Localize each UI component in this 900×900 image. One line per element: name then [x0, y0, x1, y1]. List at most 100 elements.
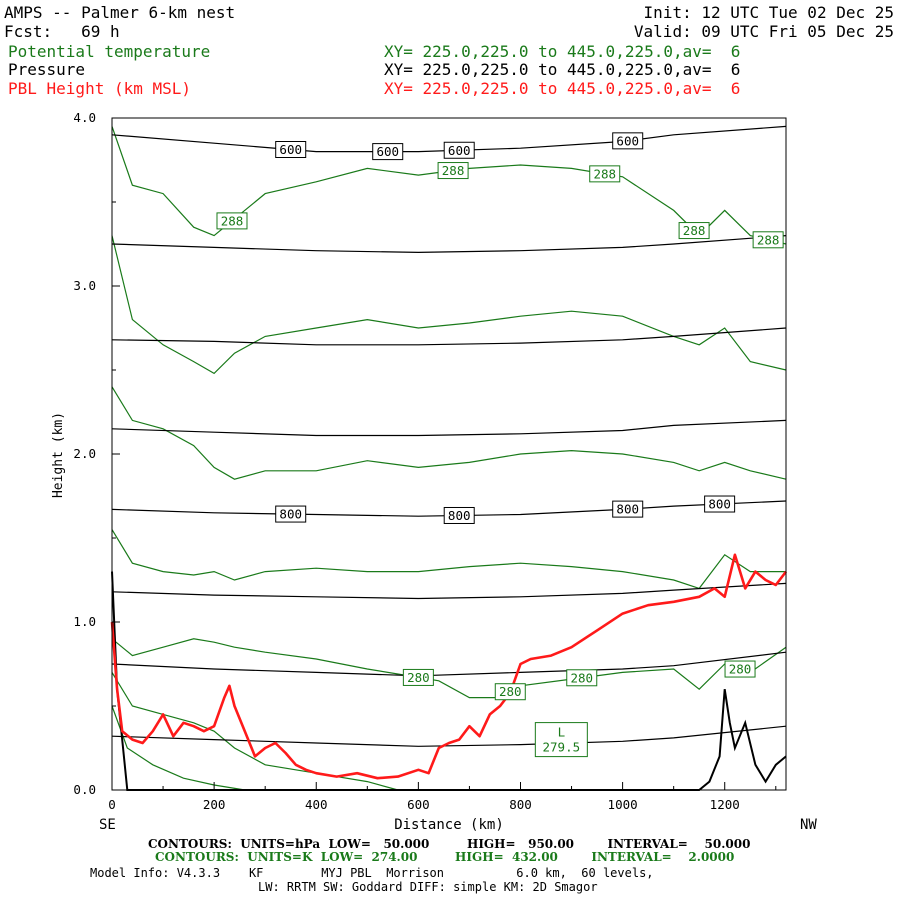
pressure-label-600-text: 600 [448, 143, 471, 158]
theta-label-288-text: 288 [593, 166, 616, 181]
pbl-height [110, 553, 788, 780]
theta-minimum-box [534, 722, 588, 758]
theta-label-288-text: 288 [221, 213, 244, 228]
theta-contour-line [111, 638, 787, 699]
field-pressure-xy: XY= 225.0,225.0 to 445.0,225.0,av= 6 [384, 60, 741, 79]
y-tick-label: 0.0 [73, 782, 96, 797]
theta-label-280-text: 280 [570, 670, 593, 685]
title-line1: AMPS -- Palmer 6-km nest [4, 3, 236, 22]
valid-time: Valid: 09 UTC Fri 05 Dec 25 [633, 22, 894, 41]
pressure-label-800: 800 [443, 506, 475, 524]
theta-label-280-box [494, 683, 526, 701]
theta-label-288: 288 [589, 165, 621, 183]
field-theta-xy: XY= 225.0,225.0 to 445.0,225.0,av= 6 [384, 42, 741, 61]
footer-pressure-contours: CONTOURS: UNITS=hPa LOW= 50.000 HIGH= 95… [148, 837, 751, 851]
theta-label-288: 288 [216, 212, 248, 230]
pressure-label-800-box [704, 495, 736, 513]
pressure-contour-650 [111, 235, 787, 254]
footer-model-info: Model Info: V4.3.3 KF MYJ PBL Morrison 6… [90, 866, 654, 880]
theta-label-280-box [402, 668, 434, 686]
y-tick-label: 3.0 [73, 278, 96, 293]
theta-label-280-box [566, 669, 598, 687]
terrain-line [111, 571, 787, 791]
pressure-label-800-text: 800 [616, 502, 639, 517]
theta-label-280-text: 280 [729, 662, 752, 677]
init-time: Init: 12 UTC Tue 02 Dec 25 [643, 3, 894, 22]
pressure-contour-950 [111, 725, 787, 747]
field-pbl-name: PBL Height (km MSL) [8, 79, 192, 98]
field-pressure-name: Pressure [8, 60, 86, 79]
theta-label-280: 280 [402, 668, 434, 686]
pressure-label-600-box [275, 141, 307, 158]
axes: 0 200 400 600 800 1000 1200 0.0 1.0 2.0 3.0 4.0 [73, 110, 777, 812]
theta-label-280: 280 [724, 660, 756, 678]
theta-label-280-text: 280 [499, 684, 522, 699]
y-axis-label: Height (km) [51, 412, 66, 498]
pressure-label-600-box [612, 132, 644, 150]
pressure-label-600: 600 [275, 141, 307, 158]
pressure-label-600: 600 [443, 141, 475, 159]
theta-contour-line [111, 386, 787, 480]
pressure-label-800: 800 [275, 505, 307, 523]
right-end-label: NW [800, 817, 817, 833]
theta-label-288: 288 [752, 231, 784, 249]
pressure-label-800-text: 800 [448, 508, 471, 523]
pressure-label-600-box [372, 143, 404, 161]
theta-label-288-text: 288 [442, 163, 465, 178]
theta-contour-line [111, 705, 245, 791]
pressure-label-600-box [443, 141, 475, 159]
x-tick-label: 400 [305, 797, 328, 812]
forecast-hour: Fcst: 69 h [4, 22, 120, 41]
theta-label-288-box [216, 212, 248, 230]
pressure-label-800: 800 [704, 495, 736, 513]
theta-label-280: 280 [494, 683, 526, 701]
pressure-label-600-text: 600 [376, 144, 399, 159]
pressure-label-800-text: 800 [708, 497, 731, 512]
x-tick-label: 800 [509, 797, 532, 812]
x-tick-label: 600 [407, 797, 430, 812]
pressure-contour-900 [111, 651, 787, 677]
pressure-label-600-text: 600 [616, 133, 639, 148]
terrain [111, 571, 787, 791]
footer-physics: LW: RRTM SW: Goddard DIFF: simple KM: 2D… [258, 880, 598, 894]
cross-section-chart: 600 600 600 600 800 800 800 800 288 288 288 288 288 2… [51, 110, 817, 833]
theta-label-288-box [437, 162, 469, 180]
theta-label-288-text: 288 [757, 232, 780, 247]
pbl-height-line [110, 553, 788, 780]
pressure-label-800-box [612, 500, 644, 518]
pressure-label-600: 600 [372, 143, 404, 161]
pressure-contour-700 [111, 327, 787, 346]
x-axis-label: Distance (km) [394, 817, 504, 833]
pressure-contour-750 [111, 419, 787, 437]
theta-minimum-value: 279.5 [543, 740, 581, 755]
pressure-label-800-box [443, 506, 475, 524]
left-end-label: SE [99, 817, 116, 833]
plot-frame [111, 117, 787, 791]
y-tick-label: 4.0 [73, 110, 96, 125]
pressure-label-800: 800 [612, 500, 644, 518]
theta-label-288-box [752, 231, 784, 249]
x-tick-label: 1000 [608, 797, 638, 812]
theta-contour-line [111, 529, 786, 590]
contour-labels: 600 600 600 600 800 800 800 800 288 288 288 288 288 2… [216, 132, 784, 758]
theta-label-288: 288 [437, 162, 469, 180]
theta-label-280-text: 280 [407, 670, 430, 685]
y-tick-label: 1.0 [73, 614, 96, 629]
theta-label-288: 288 [678, 222, 710, 240]
footer-theta-contours: CONTOURS: UNITS=K LOW= 274.00 HIGH= 432.… [155, 850, 735, 864]
field-theta-name: Potential temperature [8, 42, 211, 61]
pressure-label-800-text: 800 [279, 507, 302, 522]
theta-label-288-box [678, 222, 710, 240]
pressure-label-600-text: 600 [279, 142, 302, 157]
x-tick-label: 1200 [710, 797, 740, 812]
theta-label-280: 280 [566, 669, 598, 687]
pressure-label-800-box [275, 505, 307, 523]
field-pbl-xy: XY= 225.0,225.0 to 445.0,225.0,av= 6 [384, 79, 741, 98]
x-tick-label: 200 [203, 797, 226, 812]
pressure-label-600: 600 [612, 132, 644, 150]
theta-label-280-box [724, 660, 756, 678]
theta-minimum-letter: L [558, 725, 566, 740]
theta-label-288-box [589, 165, 621, 183]
theta-contour-line [111, 235, 787, 375]
